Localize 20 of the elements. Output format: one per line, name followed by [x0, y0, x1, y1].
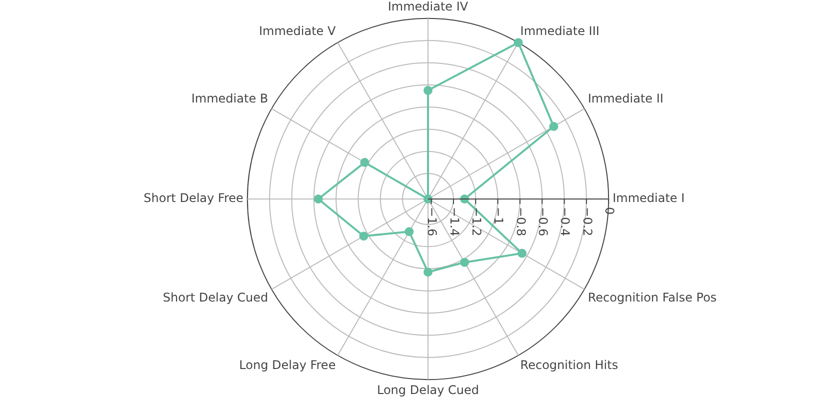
- y-tick-label: −0.8: [514, 207, 528, 236]
- y-tick-label: −0.2: [580, 207, 594, 236]
- spoke-label: Immediate I: [612, 191, 685, 206]
- y-tick-label: −1.4: [447, 207, 462, 236]
- spoke-label: Long Delay Free: [239, 358, 336, 372]
- spoke-label: Immediate V: [258, 24, 336, 38]
- y-tick-label: −1: [492, 207, 506, 225]
- spoke-label: Immediate IV: [388, 0, 469, 14]
- spoke-label: Recognition Hits: [520, 358, 618, 372]
- y-tick-label: −1.6: [425, 207, 440, 236]
- y-tick-label: −0.4: [558, 207, 572, 236]
- spoke-label: Long Delay Cued: [376, 382, 480, 397]
- spoke-label: Recognition False Pos: [588, 290, 717, 305]
- spoke-label: Immediate II: [588, 92, 664, 106]
- y-tick-label: −1.2: [470, 207, 484, 236]
- spoke-label: Short Delay Cued: [162, 290, 268, 305]
- spoke-label: Short Delay Free: [144, 191, 244, 206]
- spoke-label: Immediate B: [191, 92, 268, 106]
- spoke-label: Immediate III: [520, 24, 600, 38]
- y-tick-label: −0.6: [536, 207, 550, 236]
